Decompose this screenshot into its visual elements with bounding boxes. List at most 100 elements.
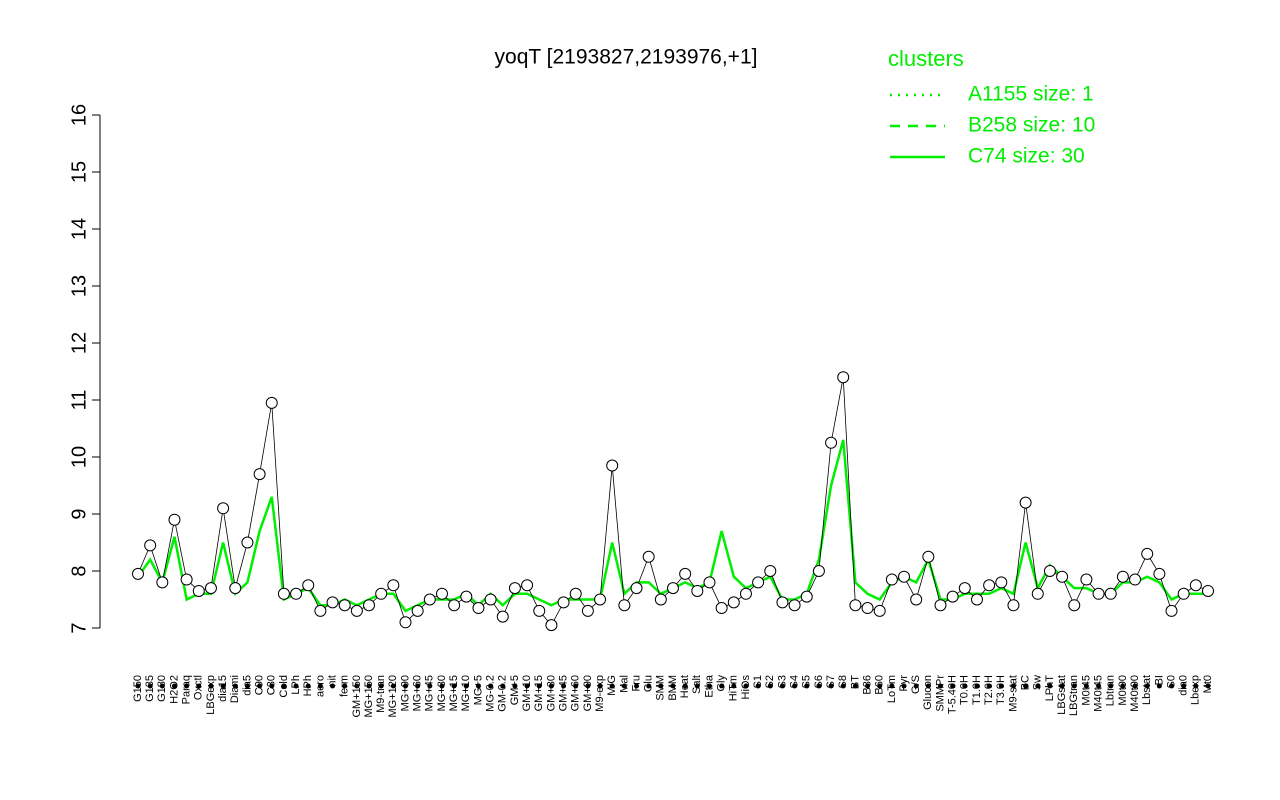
point [375, 587, 388, 600]
point [363, 599, 376, 612]
category-dot [512, 683, 518, 689]
category-dot [500, 683, 506, 689]
x-tick-label: M40t90 [1129, 675, 1141, 712]
point [168, 513, 181, 526]
point [715, 602, 728, 615]
x-tick-label: SMMPr [934, 675, 946, 712]
category-dot [1083, 683, 1089, 689]
x-tick-label: T3.0H [995, 675, 1007, 705]
category-dot [135, 683, 141, 689]
x-tick-label: S6 [813, 675, 825, 688]
legend-label: B258 size: 10 [968, 114, 1095, 137]
point [472, 602, 485, 615]
point [873, 604, 886, 617]
point [1129, 573, 1142, 586]
category-dot [646, 683, 652, 689]
y-tick-label: 16 [68, 104, 90, 126]
category-dot [403, 683, 408, 689]
point [521, 579, 534, 592]
x-tick-label: Paraq [181, 675, 193, 704]
point [934, 599, 947, 612]
point [788, 599, 801, 612]
x-tick-label: MG+10 [460, 675, 472, 711]
category-dot [1193, 683, 1199, 689]
category-dot [792, 683, 798, 689]
category-dot [1132, 683, 1138, 689]
x-tick-label: S7 [825, 675, 837, 688]
x-tick-label: LBGexp [205, 675, 217, 715]
x-tick-label: Oxctl [193, 675, 205, 700]
x-tick-label: GM+15 [533, 675, 545, 711]
category-dot [840, 683, 846, 689]
x-tick-label: GM+60 [570, 675, 582, 711]
category-dot [330, 683, 336, 689]
category-dot [573, 683, 579, 689]
category-dot [147, 683, 153, 689]
point [946, 590, 959, 603]
category-dot [159, 683, 165, 689]
point [898, 570, 911, 583]
point [1153, 567, 1166, 580]
y-tick-label: 12 [68, 332, 90, 354]
x-tick-label: S4 [788, 675, 800, 688]
category-dot [1205, 683, 1211, 689]
x-tick-label: M40t45 [1092, 675, 1104, 712]
category-dot [925, 683, 931, 689]
x-tick-label: SMM [655, 675, 667, 701]
x-tick-label: C90 [253, 675, 265, 695]
x-tick-label: Lbstat [1141, 675, 1153, 705]
point [1165, 604, 1178, 617]
category-dot [427, 683, 433, 689]
point [265, 396, 278, 409]
category-dot [293, 683, 299, 689]
point [241, 536, 254, 549]
y-tick-label: 9 [68, 508, 90, 519]
point [654, 593, 667, 606]
point [1068, 599, 1081, 612]
x-tick-label: LoTm [886, 675, 898, 703]
point [861, 602, 874, 615]
category-dot [220, 683, 226, 689]
x-tick-label: MG+30 [436, 675, 448, 711]
point [812, 565, 825, 577]
x-tick-label: Etha [703, 674, 715, 698]
x-tick-label: MG+60 [412, 675, 424, 711]
category-dot [439, 683, 445, 689]
chart-title: yoqT [2193827,2193976,+1] [495, 46, 758, 69]
point [180, 573, 193, 586]
x-tick-label: S2 [764, 675, 776, 688]
point [411, 604, 424, 617]
category-dot [232, 683, 238, 689]
x-tick-label: H2O2 [168, 675, 180, 704]
category-dot [634, 683, 640, 689]
y-tick-label: 14 [68, 218, 90, 240]
category-dot [755, 683, 761, 689]
category-dot [488, 683, 494, 689]
category-dot [1010, 683, 1016, 689]
point [496, 610, 509, 623]
point [1031, 587, 1044, 600]
y-tick-label: 15 [68, 161, 90, 183]
point [983, 579, 996, 592]
category-dot [269, 683, 275, 689]
point [910, 593, 923, 606]
point [217, 502, 230, 515]
y-tick-label: 13 [68, 275, 90, 297]
y-tick-label: 7 [68, 622, 90, 633]
category-dot [390, 683, 396, 689]
category-dot [378, 683, 384, 689]
x-tick-label: Cold [278, 675, 290, 698]
point [1104, 587, 1117, 600]
x-tick-label: G150 [132, 675, 144, 702]
category-dot [354, 683, 360, 689]
x-tick-label: Salt [691, 675, 703, 694]
category-dot [816, 683, 822, 689]
point [703, 576, 716, 589]
category-dot [1047, 683, 1053, 689]
category-dot [865, 683, 871, 689]
category-dot [366, 683, 372, 689]
point [606, 459, 619, 472]
point [229, 582, 242, 595]
point [995, 576, 1008, 589]
category-dot [317, 683, 323, 689]
